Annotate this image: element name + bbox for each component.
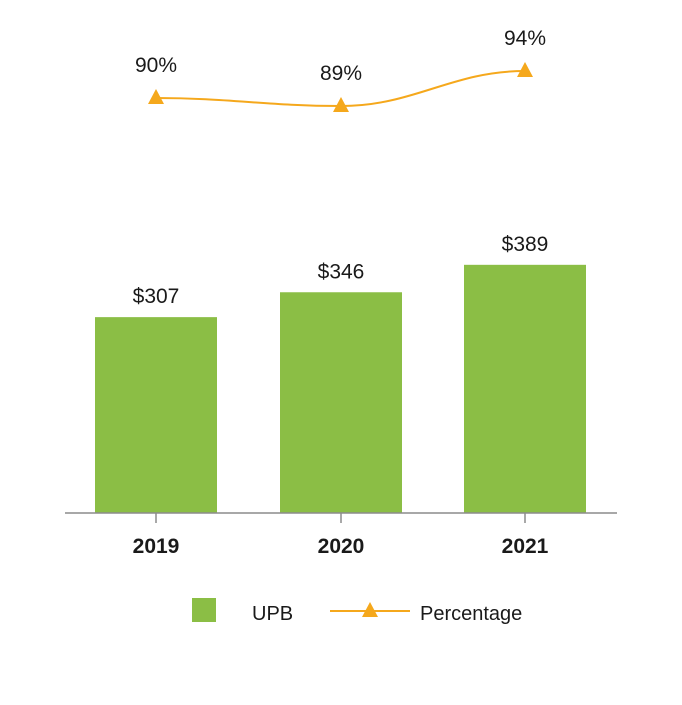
x-tick-label-2020: 2020 [318,535,365,558]
bar-label-upb-2020: $346 [318,260,365,283]
bars-layer [95,264,586,513]
legend: UPB Percentage [192,598,522,625]
bar-upb-2021 [464,264,586,513]
x-axis: 2019 2020 2021 [65,512,617,558]
percentage-line-layer [148,62,533,112]
legend-upb-label: UPB [252,603,293,625]
percentage-marker-2019 [148,89,164,104]
bar-label-upb-2021: $389 [502,233,549,256]
percentage-label-2019: 90% [135,54,177,77]
legend-percentage-label: Percentage [420,603,522,625]
x-tick-label-2021: 2021 [502,535,549,558]
percentage-label-2020: 89% [320,62,362,85]
legend-percentage-triangle-icon [362,602,378,617]
bar-upb-2019 [95,317,217,513]
percentage-marker-2021 [517,62,533,77]
x-tick-label-2019: 2019 [133,535,180,558]
percentage-labels-layer: 90% 89% 94% [135,27,546,85]
legend-upb-swatch [192,598,216,622]
bar-label-upb-2019: $307 [133,285,180,308]
percentage-marker-2020 [333,97,349,112]
percentage-label-2021: 94% [504,27,546,50]
bar-upb-2020 [280,292,402,513]
bar-labels-layer: $307 $346 $389 [133,233,549,308]
